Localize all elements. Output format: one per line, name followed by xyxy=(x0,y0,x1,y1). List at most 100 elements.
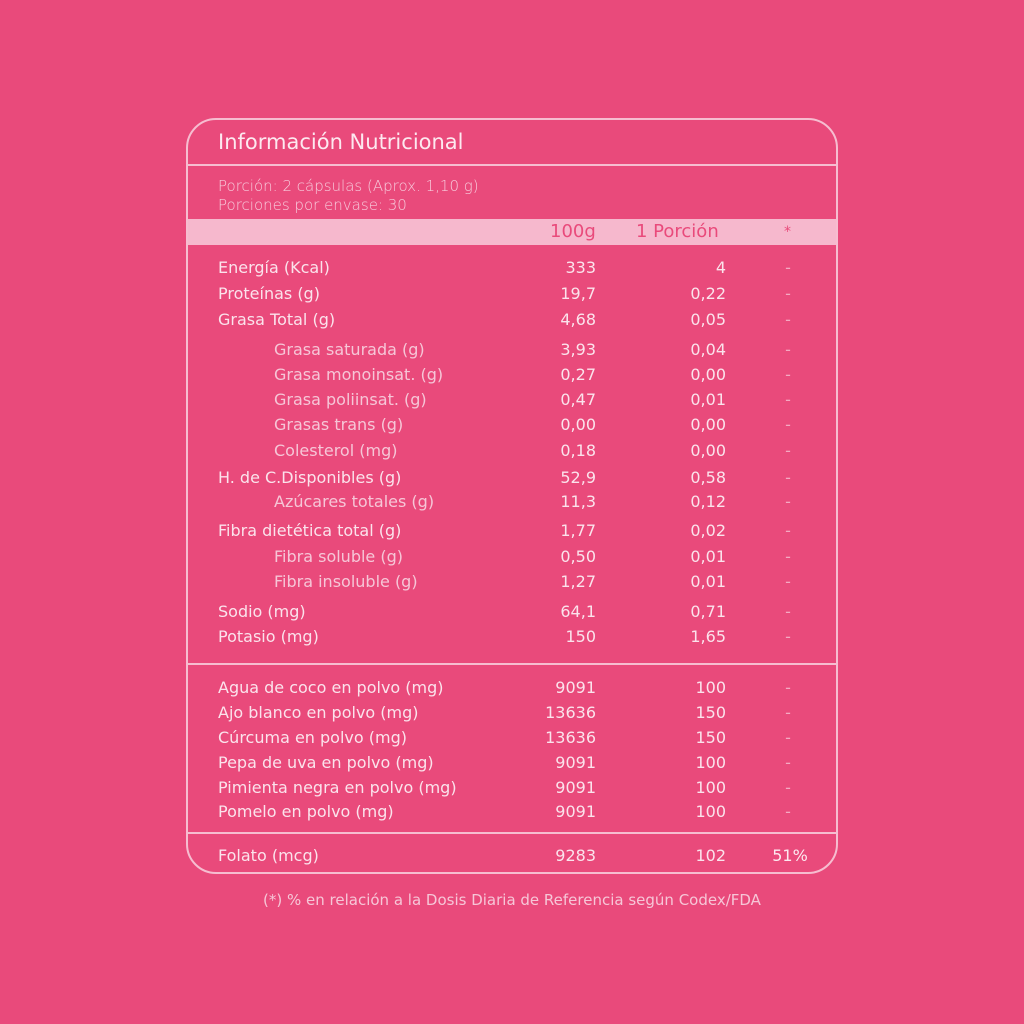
panel-title: Información Nutricional xyxy=(218,130,464,154)
value-per-100g: 1,27 xyxy=(560,572,596,591)
row-label: Sodio (mg) xyxy=(218,602,306,621)
value-daily-percent: - xyxy=(785,802,791,821)
row-label: Fibra insoluble (g) xyxy=(274,572,418,591)
header-daily-value: * xyxy=(784,224,791,240)
row-label: Azúcares totales (g) xyxy=(274,492,435,511)
row-label: Grasa Total (g) xyxy=(218,310,336,329)
value-per-100g: 3,93 xyxy=(560,340,596,359)
value-daily-percent: - xyxy=(785,547,791,566)
value-per-100g: 13636 xyxy=(545,703,596,722)
table-row: Proteínas (g) 19,7 0,22 - xyxy=(188,282,836,306)
row-label: Agua de coco en polvo (mg) xyxy=(218,678,444,697)
value-per-serving: 150 xyxy=(695,703,726,722)
value-per-serving: 0,01 xyxy=(690,390,726,409)
table-row: Fibra dietética total (g) 1,77 0,02 - xyxy=(188,519,836,543)
divider xyxy=(188,663,836,665)
table-row: Grasa monoinsat. (g) 0,27 0,00 - xyxy=(188,363,836,387)
value-per-serving: 0,02 xyxy=(690,521,726,540)
table-row: Pimienta negra en polvo (mg) 9091 100 - xyxy=(188,776,836,800)
row-label: Pomelo en polvo (mg) xyxy=(218,802,394,821)
row-label: Cúrcuma en polvo (mg) xyxy=(218,728,407,747)
row-label: Grasa saturada (g) xyxy=(274,340,425,359)
servings-per-container: Porciones por envase: 30 xyxy=(218,196,407,214)
value-per-100g: 9091 xyxy=(555,802,596,821)
table-row: Pepa de uva en polvo (mg) 9091 100 - xyxy=(188,751,836,775)
value-per-serving: 0,01 xyxy=(690,547,726,566)
table-row: Sodio (mg) 64,1 0,71 - xyxy=(188,600,836,624)
row-label: Grasa monoinsat. (g) xyxy=(274,365,444,384)
value-per-100g: 0,27 xyxy=(560,365,596,384)
value-per-serving: 0,00 xyxy=(690,415,726,434)
value-per-serving: 0,22 xyxy=(690,284,726,303)
value-daily-percent: - xyxy=(785,602,791,621)
value-per-serving: 102 xyxy=(695,846,726,865)
table-row: Potasio (mg) 150 1,65 - xyxy=(188,625,836,649)
divider xyxy=(188,164,836,166)
row-label: Fibra soluble (g) xyxy=(274,547,403,566)
value-per-100g: 0,47 xyxy=(560,390,596,409)
value-per-100g: 150 xyxy=(565,627,596,646)
value-daily-percent: - xyxy=(785,258,791,277)
value-per-serving: 0,00 xyxy=(690,441,726,460)
value-per-100g: 64,1 xyxy=(560,602,596,621)
row-label: Folato (mcg) xyxy=(218,846,319,865)
value-per-serving: 0,01 xyxy=(690,572,726,591)
value-daily-percent: - xyxy=(785,468,791,487)
row-label: Fibra dietética total (g) xyxy=(218,521,402,540)
value-daily-percent: - xyxy=(785,340,791,359)
table-row: Fibra soluble (g) 0,50 0,01 - xyxy=(188,545,836,569)
table-row: H. de C.Disponibles (g) 52,9 0,58 - xyxy=(188,466,836,490)
value-per-serving: 100 xyxy=(695,678,726,697)
row-label: Grasa poliinsat. (g) xyxy=(274,390,427,409)
row-label: Grasas trans (g) xyxy=(274,415,404,434)
value-daily-percent: - xyxy=(785,703,791,722)
table-row: Fibra insoluble (g) 1,27 0,01 - xyxy=(188,570,836,594)
value-per-100g: 0,50 xyxy=(560,547,596,566)
header-per-serving: 1 Porción xyxy=(636,221,719,242)
value-per-100g: 9091 xyxy=(555,778,596,797)
row-label: Potasio (mg) xyxy=(218,627,319,646)
value-daily-percent: - xyxy=(785,521,791,540)
value-per-serving: 100 xyxy=(695,753,726,772)
value-daily-percent: - xyxy=(785,753,791,772)
table-row: Grasa poliinsat. (g) 0,47 0,01 - xyxy=(188,388,836,412)
table-row: Folato (mcg) 9283 102 51% xyxy=(188,844,836,868)
row-label: Pepa de uva en polvo (mg) xyxy=(218,753,434,772)
value-daily-percent: - xyxy=(785,678,791,697)
value-per-serving: 0,58 xyxy=(690,468,726,487)
value-daily-percent: - xyxy=(785,390,791,409)
value-daily-percent: - xyxy=(785,310,791,329)
value-per-serving: 0,05 xyxy=(690,310,726,329)
serving-size: Porción: 2 cápsulas (Aprox. 1,10 g) xyxy=(218,177,479,195)
value-per-100g: 9091 xyxy=(555,753,596,772)
table-row: Pomelo en polvo (mg) 9091 100 - xyxy=(188,800,836,824)
divider xyxy=(188,832,836,834)
value-per-serving: 100 xyxy=(695,802,726,821)
value-per-100g: 9091 xyxy=(555,678,596,697)
value-per-serving: 0,04 xyxy=(690,340,726,359)
value-per-100g: 19,7 xyxy=(560,284,596,303)
value-daily-percent: 51% xyxy=(772,846,808,865)
value-per-100g: 0,00 xyxy=(560,415,596,434)
value-per-100g: 4,68 xyxy=(560,310,596,329)
row-label: Colesterol (mg) xyxy=(274,441,398,460)
value-per-100g: 52,9 xyxy=(560,468,596,487)
value-per-serving: 0,12 xyxy=(690,492,726,511)
row-label: Energía (Kcal) xyxy=(218,258,330,277)
value-daily-percent: - xyxy=(785,441,791,460)
value-daily-percent: - xyxy=(785,365,791,384)
value-per-serving: 1,65 xyxy=(690,627,726,646)
row-label: Ajo blanco en polvo (mg) xyxy=(218,703,419,722)
row-label: H. de C.Disponibles (g) xyxy=(218,468,402,487)
value-per-serving: 0,00 xyxy=(690,365,726,384)
table-row: Grasa Total (g) 4,68 0,05 - xyxy=(188,308,836,332)
value-per-100g: 9283 xyxy=(555,846,596,865)
row-label: Proteínas (g) xyxy=(218,284,320,303)
header-per-100g: 100g xyxy=(550,221,596,242)
value-per-100g: 11,3 xyxy=(560,492,596,511)
table-row: Energía (Kcal) 333 4 - xyxy=(188,256,836,280)
value-daily-percent: - xyxy=(785,492,791,511)
value-per-serving: 100 xyxy=(695,778,726,797)
table-row: Azúcares totales (g) 11,3 0,12 - xyxy=(188,490,836,514)
serving-info: Porción: 2 cápsulas (Aprox. 1,10 g) Porc… xyxy=(218,177,479,215)
